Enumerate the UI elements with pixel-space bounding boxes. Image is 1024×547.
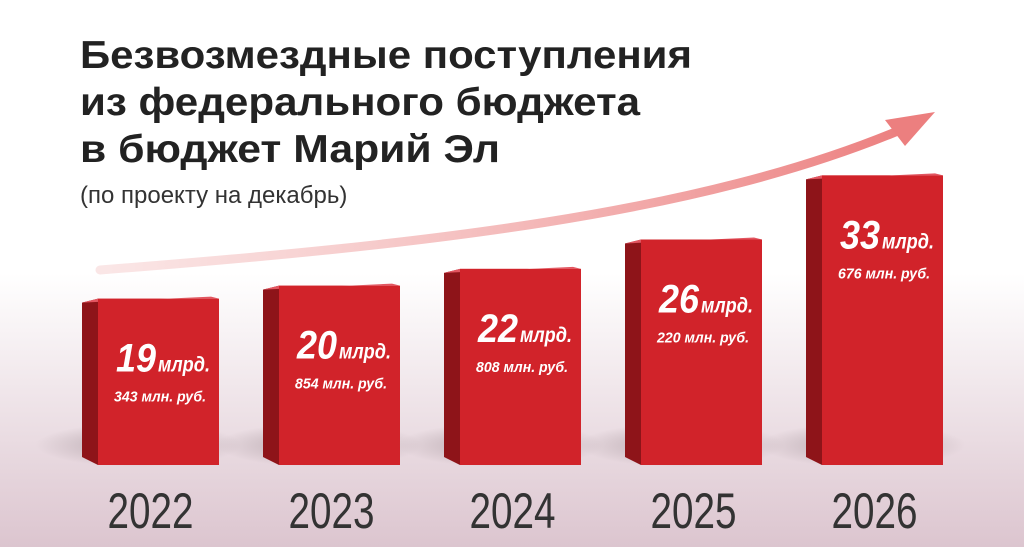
x-tick-label: 2026 [832,483,918,539]
bar-top [444,266,581,273]
subtitle: (по проекту на декабрь) [80,182,347,209]
value-label-unit: млрд. [701,295,753,318]
value-label-detail: 854 млн. руб. [295,376,387,393]
value-label-detail: 808 млн. руб. [476,359,568,376]
bar-side [82,298,98,465]
value-label-number: 19 [116,337,157,381]
bar [822,175,943,465]
value-label-number: 20 [296,324,337,368]
trend-arrow [95,123,910,275]
value-label-number: 33 [840,213,880,257]
bar-side [263,285,279,465]
value-label-unit: млрд. [882,230,934,253]
title-line: Безвозмездные поступления [80,34,692,77]
value-label-unit: млрд. [520,324,572,347]
value-label-number: 26 [658,278,700,322]
bar-top [82,296,219,303]
value-label-number: 22 [477,307,518,351]
title-line: в бюджет Марий Эл [80,128,500,171]
value-label-detail: 676 млн. руб. [838,265,930,282]
value-label-unit: млрд. [158,354,210,377]
bar [98,298,219,465]
title-line: из федерального бюджета [80,81,640,124]
x-tick-label: 2024 [470,483,556,539]
x-tick-label: 2025 [651,483,737,539]
value-label-detail: 220 млн. руб. [656,330,749,347]
x-tick-label: 2022 [108,483,194,539]
x-tick-label: 2023 [289,483,375,539]
bar [641,239,762,465]
bar-side [806,175,822,465]
value-label-detail: 343 млн. руб. [114,389,206,406]
trend-arrow-head [885,112,935,146]
bar-side [625,239,641,465]
bar-side [444,268,460,465]
bar [279,285,400,465]
bar-top [263,283,400,290]
value-label-unit: млрд. [339,341,391,364]
bar-top [806,173,943,180]
bar [460,268,581,465]
bar-top [625,237,762,244]
